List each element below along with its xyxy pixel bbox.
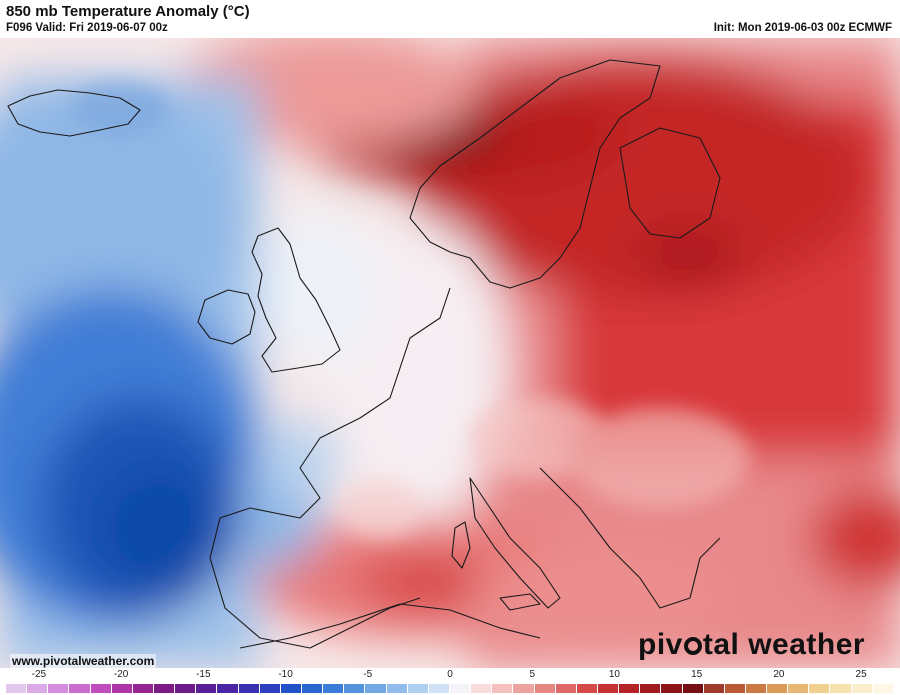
colorbar-tick-label: 10 <box>608 669 620 680</box>
colorbar-swatch <box>809 684 831 693</box>
colorbar-tick-label: -5 <box>363 669 373 680</box>
colorbar-swatch <box>640 684 662 693</box>
colorbar-swatch <box>153 684 176 693</box>
colorbar-swatch <box>745 684 768 693</box>
colorbar-swatch <box>619 684 641 693</box>
colorbar-swatch <box>6 684 28 693</box>
init-time: Init: Mon 2019-06-03 00z ECMWF <box>713 22 892 34</box>
colorbar-tick-label: 5 <box>529 669 535 680</box>
colorbar-swatch <box>90 684 112 693</box>
colorbar-swatch <box>767 684 789 693</box>
logo-o-icon <box>683 637 702 655</box>
colorbar-swatch <box>407 684 429 693</box>
colorbar-tick-label: -15 <box>196 669 211 680</box>
colorbar-swatch <box>703 684 725 693</box>
colorbar-tick-label: 20 <box>773 669 785 680</box>
colorbar-swatch <box>196 684 218 693</box>
colorbar-swatch <box>661 684 683 693</box>
colorbar-swatch <box>471 684 493 693</box>
map-title: 850 mb Temperature Anomaly (°C) <box>6 3 250 20</box>
colorbar-swatch <box>111 684 133 693</box>
colorbar-swatch <box>69 684 91 693</box>
colorbar-swatch <box>513 684 535 693</box>
colorbar-swatch <box>872 684 894 693</box>
colorbar-swatch <box>534 684 556 693</box>
colorbar-swatch <box>344 684 366 693</box>
colorbar-swatch <box>576 684 598 693</box>
colorbar-swatch <box>217 684 239 693</box>
colorbar-swatch <box>48 684 70 693</box>
colorbar-swatch <box>27 684 49 693</box>
colorbar-swatch <box>175 684 197 693</box>
colorbar-swatch <box>238 684 260 693</box>
colorbar-swatch <box>724 684 746 693</box>
colorbar-swatch <box>682 684 704 693</box>
colorbar-swatch <box>386 684 408 693</box>
map-header: 850 mb Temperature Anomaly (°C) F096 Val… <box>0 0 900 38</box>
temperature-anomaly-map[interactable] <box>0 38 900 668</box>
coastlines <box>7 59 721 649</box>
colorbar-swatch <box>428 684 450 693</box>
colorbar-swatch <box>323 684 345 693</box>
colorbar-swatch <box>280 684 302 693</box>
colorbar-tick-label: 25 <box>855 669 867 680</box>
colorbar-tick-label: -25 <box>31 669 47 680</box>
pivotal-weather-logo: piv tal weather <box>638 628 865 662</box>
colorbar-swatch <box>788 684 810 693</box>
colorbar-ticks: -25 -20 -15 -10 -5 0 5 10 15 20 25 <box>0 668 900 682</box>
colorbar-swatch <box>259 684 281 693</box>
logo-text-end: tal weather <box>702 628 866 661</box>
colorbar-tick-label: 15 <box>691 669 703 680</box>
anomaly-field <box>0 38 900 668</box>
anomaly-detail <box>70 83 750 538</box>
map-canvas <box>0 38 900 668</box>
source-url[interactable]: www.pivotalweather.com <box>10 654 157 668</box>
colorbar-swatch <box>365 684 387 693</box>
colorbar-tick-label: -20 <box>113 669 129 680</box>
colorbar-swatch <box>555 684 577 693</box>
colorbar-swatch <box>132 684 154 693</box>
colorbar: -25 -20 -15 -10 -5 0 5 10 15 20 25 <box>0 668 900 695</box>
colorbar-swatch <box>492 684 514 693</box>
colorbar-tick-label: 0 <box>447 669 453 680</box>
colorbar-swatches <box>6 684 894 693</box>
colorbar-swatch <box>449 684 472 693</box>
colorbar-swatch <box>301 684 324 693</box>
colorbar-swatch <box>830 684 852 693</box>
logo-text-start: piv <box>638 628 683 661</box>
valid-time: F096 Valid: Fri 2019-06-07 00z <box>6 22 168 34</box>
colorbar-tick-label: -10 <box>278 669 293 680</box>
colorbar-swatch <box>851 684 873 693</box>
colorbar-swatch <box>597 684 620 693</box>
